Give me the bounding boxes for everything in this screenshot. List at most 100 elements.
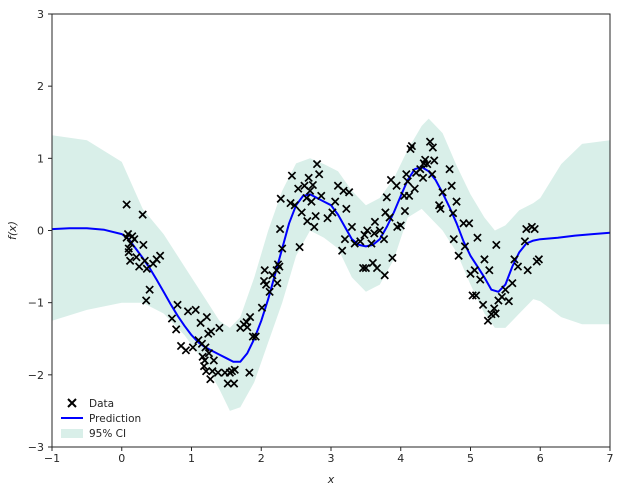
data-point xyxy=(402,170,411,179)
data-point xyxy=(423,159,432,169)
data-point xyxy=(497,292,507,302)
data-point xyxy=(504,297,514,306)
data-point xyxy=(213,368,223,377)
data-point xyxy=(363,226,372,235)
data-point xyxy=(340,234,350,244)
data-point xyxy=(452,197,461,206)
data-point xyxy=(492,240,501,250)
data-point xyxy=(480,255,489,264)
data-point xyxy=(230,365,239,374)
x-tick-label: −1 xyxy=(44,452,60,465)
y-tick-label: 2 xyxy=(37,80,44,93)
data-point xyxy=(372,263,382,273)
data-point xyxy=(430,156,439,165)
data-point xyxy=(379,234,389,244)
data-point xyxy=(410,184,419,193)
legend-entry-ci: 95% CI xyxy=(61,428,126,440)
legend-label-data: Data xyxy=(89,398,114,410)
data-point xyxy=(403,177,412,186)
data-point xyxy=(142,264,152,273)
data-point xyxy=(522,224,531,234)
legend-entry-prediction: Prediction xyxy=(61,413,141,425)
prediction-line-layer xyxy=(51,166,611,363)
data-point xyxy=(478,300,488,310)
data-point xyxy=(396,221,405,230)
data-point xyxy=(124,247,133,257)
data-point xyxy=(286,198,295,208)
prediction-line xyxy=(51,166,611,363)
data-point xyxy=(297,208,306,217)
data-point xyxy=(312,159,322,169)
x-tick-label: 7 xyxy=(607,452,614,465)
data-point xyxy=(273,278,282,288)
data-point xyxy=(356,237,365,246)
data-point xyxy=(125,256,135,266)
data-point xyxy=(380,271,389,280)
data-point xyxy=(260,265,269,275)
data-point xyxy=(303,216,312,226)
data-point xyxy=(464,219,474,228)
data-point xyxy=(530,224,539,234)
data-point xyxy=(257,303,267,312)
data-point xyxy=(513,262,523,271)
data-point xyxy=(132,253,141,262)
data-point xyxy=(310,222,319,232)
data-point xyxy=(418,173,428,183)
data-point xyxy=(425,137,435,146)
data-point xyxy=(510,255,519,264)
x-tick-label: 1 xyxy=(188,452,195,465)
data-point xyxy=(382,193,392,202)
data-point xyxy=(476,275,485,284)
data-point xyxy=(130,234,139,244)
data-point xyxy=(277,244,287,253)
data-point xyxy=(385,213,394,222)
data-point xyxy=(485,265,494,275)
data-point xyxy=(454,251,463,260)
data-point xyxy=(206,374,215,384)
data-point xyxy=(416,164,425,174)
data-point xyxy=(342,204,351,214)
data-point xyxy=(188,343,198,352)
data-point xyxy=(427,170,437,179)
legend: Data Prediction 95% CI xyxy=(61,398,141,440)
data-point xyxy=(294,184,303,193)
data-point xyxy=(468,291,477,300)
data-point xyxy=(173,300,182,310)
data-point xyxy=(392,181,401,190)
data-point xyxy=(155,251,165,260)
data-point xyxy=(122,200,131,209)
data-point xyxy=(388,253,397,263)
data-point xyxy=(243,323,252,332)
data-point xyxy=(191,305,200,315)
data-point xyxy=(534,255,544,264)
data-point xyxy=(167,314,177,323)
data-point xyxy=(491,309,500,318)
data-point xyxy=(245,368,254,377)
data-point xyxy=(471,291,481,300)
data-point xyxy=(367,239,376,248)
data-point xyxy=(420,155,430,164)
data-point xyxy=(375,226,385,235)
data-point xyxy=(308,180,318,190)
data-point xyxy=(251,332,260,341)
data-point xyxy=(330,197,340,206)
data-point xyxy=(470,265,479,275)
data-point xyxy=(473,233,482,242)
data-point xyxy=(438,188,447,197)
data-point xyxy=(523,265,532,275)
y-tick-label: −3 xyxy=(28,441,44,454)
x-tick-label: 4 xyxy=(397,452,404,465)
data-point xyxy=(215,323,224,333)
data-point xyxy=(317,191,326,201)
data-point xyxy=(290,201,299,210)
data-point xyxy=(347,222,357,232)
axis-ticks-layer: −1 0 1 2 3 4 5 6 7 −3 −2 −1 0 1 2 3 xyxy=(28,8,614,465)
data-point xyxy=(202,312,212,322)
data-point xyxy=(445,164,454,174)
data-point xyxy=(360,230,369,240)
legend-label-ci: 95% CI xyxy=(89,428,126,440)
data-point xyxy=(344,188,354,197)
data-point xyxy=(304,173,313,183)
data-point xyxy=(229,379,239,388)
